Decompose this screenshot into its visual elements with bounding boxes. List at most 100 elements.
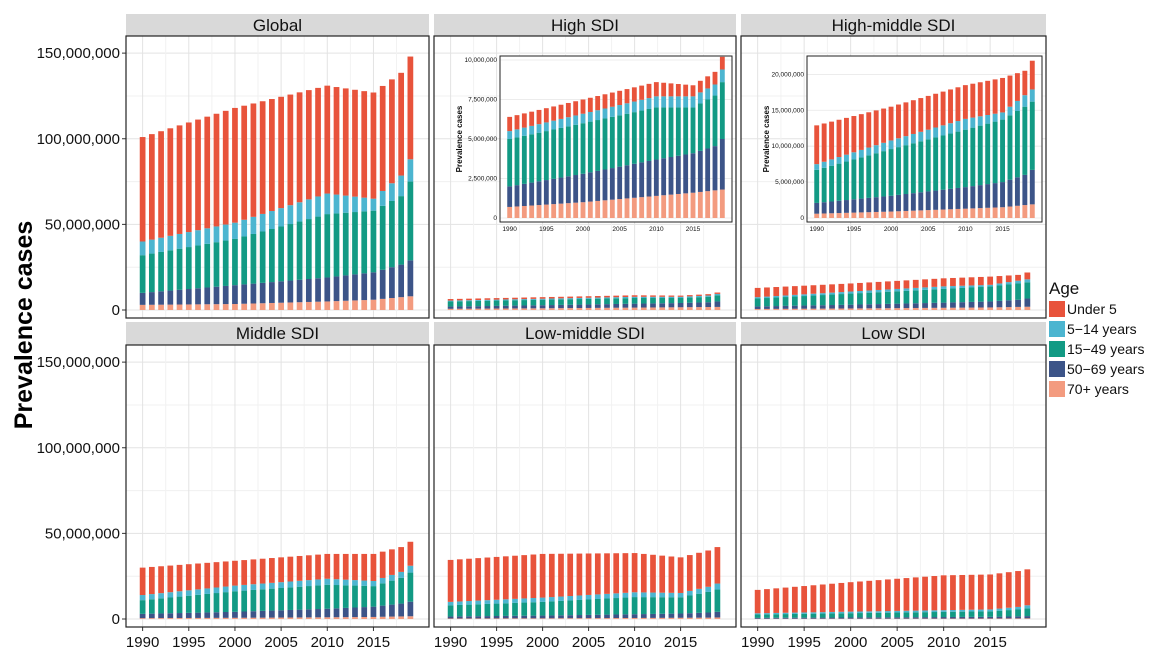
bar-70-years-2009 [931,307,938,310]
bar-70-years-1990 [139,304,146,310]
bar-5-14-years-2007 [296,202,303,222]
bar-5-14-years-2017 [696,295,702,298]
bar-15-49-years-1996 [810,613,817,618]
inset-bar-50-69-years-2017 [705,148,711,192]
bar-5-14-years-2012 [959,285,966,288]
bar-under-5-2018 [1015,571,1021,607]
bar-under-5-1993 [782,286,789,296]
bar-15-49-years-1998 [521,300,528,306]
bar-50-69-years-2008 [305,279,312,302]
bar-15-49-years-2018 [1015,609,1021,617]
legend-label-70-years: 70+ years [1067,381,1129,397]
bar-50-69-years-1997 [204,287,211,305]
bar-15-49-years-1991 [456,604,463,617]
bar-under-5-1991 [148,566,155,595]
bar-70-years-2012 [650,307,656,310]
bar-15-49-years-1996 [195,245,201,289]
inset-bar-70-years-2010 [653,195,659,218]
bar-70-years-2010 [324,617,331,619]
bar-50-69-years-2000 [847,617,854,619]
inset-bar-under-5-1998 [565,102,571,118]
inset-bar-15-49-years-2011 [970,127,976,187]
bar-70-years-2003 [875,308,882,310]
bar-5-14-years-2018 [705,295,712,297]
bar-under-5-1993 [167,565,174,593]
x-tick-label: 1990 [434,634,467,651]
bar-under-5-2016 [996,573,1003,609]
inset-bar-15-49-years-1995 [851,159,857,200]
inset-bar-5-14-years-2009 [646,98,652,109]
inset-bar-5-14-years-1999 [881,142,887,152]
inset-bar-50-69-years-1994 [843,200,849,213]
panel-global: Global 0 50,000,000 100,000,000 150,000,000 [37,14,430,319]
bar-under-5-2006 [594,296,601,298]
bar-5-14-years-2008 [613,593,620,599]
inset-bar-50-69-years-1996 [858,198,864,213]
bar-70-years-2007 [604,307,610,310]
bar-70-years-2010 [631,307,638,310]
bar-50-69-years-1992 [466,306,472,309]
inset-bar-under-5-1994 [843,117,849,155]
bar-70-years-1992 [158,304,164,310]
bar-5-14-years-2000 [539,597,546,602]
inset-bar-50-69-years-2005 [617,166,623,200]
inset-bar-5-14-years-1995 [851,152,857,160]
bar-15-49-years-2008 [305,586,312,610]
bar-50-69-years-2019 [1024,298,1031,307]
bar-under-5-2006 [903,280,910,289]
bar-15-49-years-2017 [389,580,395,605]
bar-70-years-2011 [333,617,340,619]
bar-under-5-2009 [315,87,321,197]
inset-bar-under-5-1994 [536,109,542,125]
bar-15-49-years-2008 [922,289,928,304]
inset-high-middle-sdi: 0 5,000,000 10,000,000 15,000,000 20,000,000… [762,55,1043,233]
bar-5-14-years-2004 [576,297,583,300]
bar-15-49-years-1995 [801,613,808,618]
bar-under-5-2018 [1015,274,1021,281]
bar-70-years-2013 [659,307,666,310]
bar-5-14-years-2015 [677,592,684,598]
bar-5-14-years-2006 [287,205,294,225]
bar-15-49-years-1997 [204,243,211,288]
inset-bar-5-14-years-2015 [690,96,696,108]
inset-bar-50-69-years-1997 [558,177,564,204]
bar-70-years-2015 [370,299,377,310]
inset-bar-50-69-years-2000 [888,195,894,212]
bar-under-5-2011 [640,553,647,593]
bar-15-49-years-2014 [361,585,368,608]
inset-bar-50-69-years-2001 [587,172,593,202]
inset-bar-50-69-years-1995 [543,180,549,205]
bar-under-5-1990 [754,589,761,614]
bar-15-49-years-2019 [1024,282,1031,299]
bar-15-49-years-2014 [668,298,675,304]
bar-15-49-years-2010 [324,584,331,609]
bar-15-49-years-1992 [773,297,780,307]
inset-bar-5-14-years-1997 [558,118,564,128]
bar-5-14-years-1998 [213,587,220,594]
bar-5-14-years-1993 [475,600,482,605]
inset-bar-under-5-1996 [858,114,864,150]
inset-bar-5-14-years-1998 [873,145,879,154]
inset-bar-70-years-2005 [925,210,931,218]
inset-bar-5-14-years-2011 [970,117,976,128]
bar-50-69-years-1993 [782,617,789,619]
bar-under-5-2011 [640,295,647,297]
inset-bar-5-14-years-1999 [573,115,579,125]
bar-50-69-years-2006 [903,617,910,619]
bar-5-14-years-1994 [484,299,491,301]
inset-bar-50-69-years-2002 [595,170,601,201]
bar-50-69-years-2004 [884,617,891,619]
bar-5-14-years-2019 [1024,279,1031,283]
bar-5-14-years-2014 [668,592,675,598]
bar-under-5-1999 [838,283,845,293]
bar-5-14-years-1993 [167,235,174,251]
bar-15-49-years-2010 [631,298,638,304]
bar-15-49-years-2003 [567,600,574,616]
bar-under-5-1993 [782,587,789,613]
inset-y-tick-label: 10,000,000 [771,143,804,150]
inset-bar-50-69-years-2017 [1014,177,1020,206]
inset-bar-15-49-years-2015 [690,107,696,154]
bar-under-5-2014 [977,276,984,286]
bar-5-14-years-2011 [333,579,340,586]
inset-bar-50-69-years-2016 [697,150,703,192]
